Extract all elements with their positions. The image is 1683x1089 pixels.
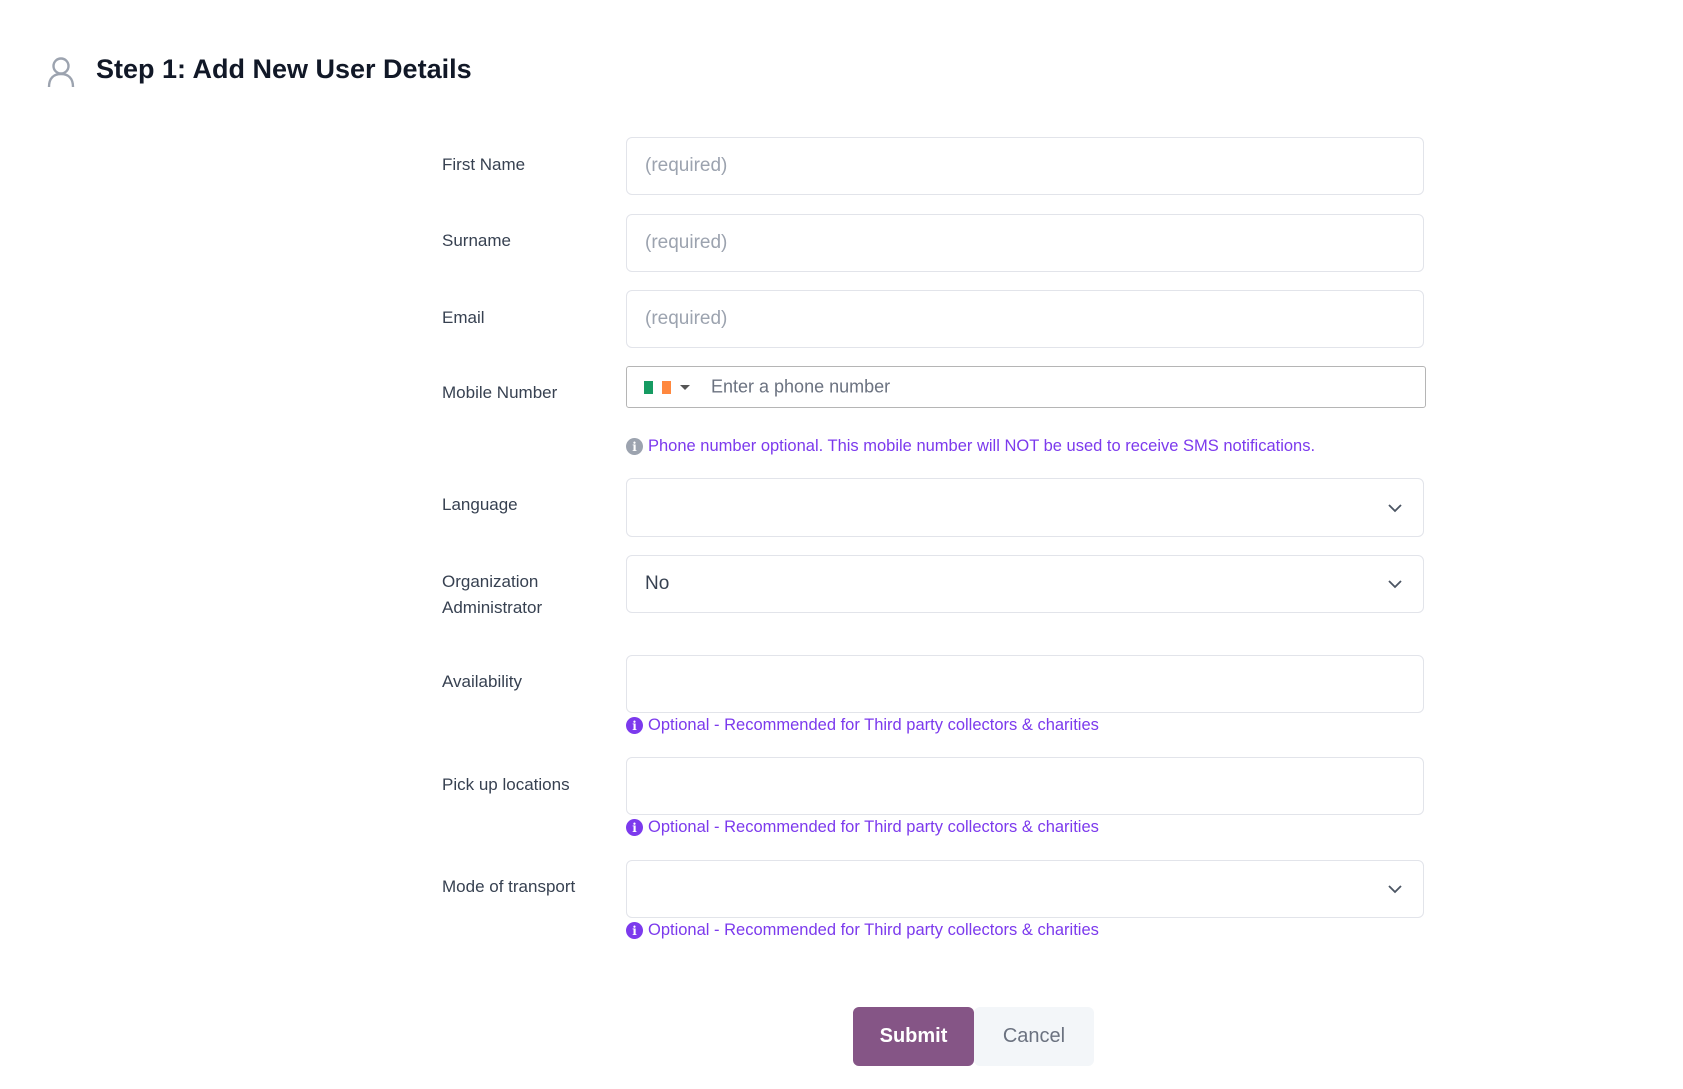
availability-hint: i Optional - Recommended for Third party… [626,716,1099,735]
cancel-button[interactable]: Cancel [974,1007,1094,1066]
org-admin-select[interactable]: No [626,555,1424,613]
mobile-hint: i Phone number optional. This mobile num… [626,437,1315,456]
transport-hint: i Optional - Recommended for Third party… [626,921,1099,940]
info-icon: i [626,922,643,939]
availability-hint-text: Optional - Recommended for Third party c… [648,716,1099,734]
mobile-label: Mobile Number [442,383,558,402]
org-admin-label: Organization Administrator [442,569,542,621]
info-icon: i [626,438,643,455]
submit-button[interactable]: Submit [853,1007,974,1066]
pickup-label: Pick up locations [442,775,570,794]
language-select[interactable] [626,478,1424,537]
first-name-placeholder: (required) [645,155,728,176]
page-title: Step 1: Add New User Details [96,54,472,84]
transport-select[interactable] [626,860,1424,918]
org-admin-value: No [645,573,670,594]
chevron-down-icon [1388,503,1402,512]
org-admin-label-line2: Administrator [442,598,543,617]
first-name-input[interactable]: (required) [626,137,1424,195]
country-dropdown-caret-icon[interactable] [680,385,690,390]
phone-input[interactable]: Enter a phone number [626,366,1426,408]
info-icon: i [626,819,643,836]
chevron-down-icon [1388,580,1402,589]
mobile-hint-text: Phone number optional. This mobile numbe… [648,437,1316,455]
first-name-label: First Name [442,155,526,174]
chevron-down-icon [1388,885,1402,894]
email-label: Email [442,308,485,327]
pickup-hint-text: Optional - Recommended for Third party c… [648,818,1099,836]
transport-label: Mode of transport [442,877,576,896]
language-label: Language [442,495,518,514]
pickup-hint: i Optional - Recommended for Third party… [626,818,1099,837]
transport-hint-text: Optional - Recommended for Third party c… [648,921,1099,939]
pickup-locations-input[interactable] [626,757,1424,815]
email-input[interactable]: (required) [626,290,1424,348]
org-admin-label-line1: Organization [442,572,539,591]
info-icon: i [626,717,643,734]
surname-placeholder: (required) [645,232,728,253]
surname-input[interactable]: (required) [626,214,1424,272]
email-placeholder: (required) [645,308,728,329]
user-icon [47,57,75,88]
availability-label: Availability [442,672,523,691]
availability-input[interactable] [626,655,1424,713]
phone-placeholder: Enter a phone number [711,376,891,397]
surname-label: Surname [442,231,511,250]
country-flag-icon[interactable] [644,381,671,394]
